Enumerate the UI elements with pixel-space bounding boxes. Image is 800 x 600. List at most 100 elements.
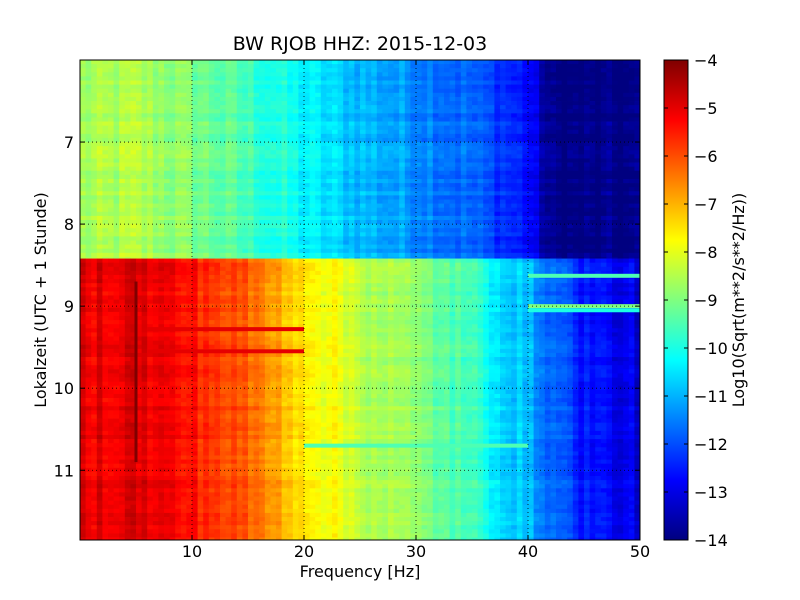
heatmap-cell: [225, 154, 232, 159]
heatmap-cell: [365, 72, 372, 77]
heatmap-cell: [606, 236, 613, 241]
heatmap-cell: [225, 240, 232, 246]
heatmap-cell: [449, 101, 456, 106]
heatmap-cell: [477, 146, 484, 151]
heatmap-cell: [600, 240, 607, 246]
heatmap-cell: [539, 232, 546, 237]
heatmap-cell: [404, 232, 411, 237]
heatmap-cell: [130, 162, 137, 168]
heatmap-cell: [584, 228, 590, 233]
heatmap-cell: [494, 113, 501, 118]
heatmap-cell: [432, 60, 439, 65]
heatmap-cell: [589, 129, 596, 135]
heatmap-cell: [388, 166, 394, 172]
heatmap-cell: [360, 187, 366, 192]
heatmap-cell: [533, 224, 540, 229]
heatmap-cell: [147, 158, 154, 163]
heatmap-cell: [500, 117, 506, 122]
heatmap-cell: [130, 113, 137, 118]
heatmap-cell: [393, 84, 400, 90]
heatmap-cell: [455, 96, 462, 102]
heatmap-cell: [399, 240, 406, 246]
heatmap-cell: [522, 224, 529, 229]
heatmap-cell: [225, 80, 232, 86]
heatmap-cell: [494, 166, 501, 172]
heatmap-cell: [348, 129, 355, 135]
heatmap-cell: [124, 187, 131, 192]
heatmap-cell: [203, 105, 210, 110]
heatmap-cell: [124, 105, 131, 110]
heatmap-cell: [376, 170, 383, 176]
heatmap-cell: [192, 166, 198, 172]
heatmap-cell: [472, 60, 478, 65]
heatmap-cell: [410, 178, 417, 184]
heatmap-cell: [113, 178, 120, 184]
heatmap-cell: [522, 64, 529, 69]
heatmap-cell: [147, 248, 154, 254]
heatmap-cell: [528, 244, 534, 250]
heatmap-cell: [449, 137, 456, 143]
heatmap-cell: [119, 199, 126, 204]
heatmap-cell: [348, 154, 355, 159]
heatmap-cell: [623, 252, 630, 258]
heatmap-cell: [427, 220, 434, 225]
heatmap-cell: [91, 187, 98, 192]
heatmap-cell: [236, 72, 243, 77]
heatmap-cell: [192, 154, 198, 159]
heatmap-cell: [253, 88, 260, 94]
heatmap-cell: [432, 150, 439, 155]
heatmap-cell: [623, 129, 630, 135]
heatmap-cell: [634, 84, 641, 90]
heatmap-cell: [326, 236, 333, 241]
heatmap-cell: [85, 105, 92, 110]
heatmap-cell: [505, 252, 512, 258]
heatmap-cell: [550, 68, 557, 73]
heatmap-cell: [522, 76, 529, 81]
heatmap-cell: [270, 236, 277, 241]
heatmap-cell: [567, 113, 574, 118]
heatmap-cell: [276, 187, 282, 192]
heatmap-cell: [533, 203, 540, 209]
heatmap-cell: [393, 80, 400, 86]
heatmap-cell: [214, 80, 221, 86]
heatmap-cell: [427, 146, 434, 151]
heatmap-cell: [393, 158, 400, 163]
heatmap-cell: [152, 60, 159, 65]
heatmap-cell: [281, 174, 288, 180]
heatmap-cell: [80, 142, 86, 147]
heatmap-cell: [572, 154, 579, 159]
heatmap-cell: [500, 72, 506, 77]
heatmap-cell: [287, 105, 294, 110]
heatmap-cell: [259, 211, 266, 217]
heatmap-cell: [539, 240, 546, 246]
heatmap-cell: [584, 199, 590, 204]
heatmap-cell: [264, 199, 271, 204]
heatmap-cell: [404, 224, 411, 229]
heatmap-cell: [259, 232, 266, 237]
heatmap-cell: [589, 80, 596, 86]
heatmap-cell: [539, 236, 546, 241]
heatmap-cell: [192, 121, 198, 127]
heatmap-cell: [382, 158, 389, 163]
heatmap-cell: [460, 248, 467, 254]
heatmap-cell: [556, 232, 562, 237]
heatmap-cell: [500, 248, 506, 254]
heatmap-cell: [102, 92, 109, 98]
heatmap-cell: [472, 121, 478, 127]
heatmap-cell: [270, 150, 277, 155]
heatmap-cell: [169, 60, 176, 65]
heatmap-cell: [533, 166, 540, 172]
heatmap-cell: [376, 121, 383, 127]
heatmap-cell: [236, 224, 243, 229]
heatmap-cell: [124, 80, 131, 86]
heatmap-cell: [197, 203, 204, 209]
heatmap-cell: [270, 252, 277, 258]
heatmap-cell: [298, 64, 305, 69]
heatmap-cell: [371, 76, 378, 81]
heatmap-cell: [276, 256, 282, 259]
heatmap-cell: [376, 84, 383, 90]
heatmap-cell: [276, 129, 282, 135]
heatmap-cell: [180, 248, 187, 254]
heatmap-cell: [623, 117, 630, 122]
heatmap-cell: [488, 220, 495, 225]
